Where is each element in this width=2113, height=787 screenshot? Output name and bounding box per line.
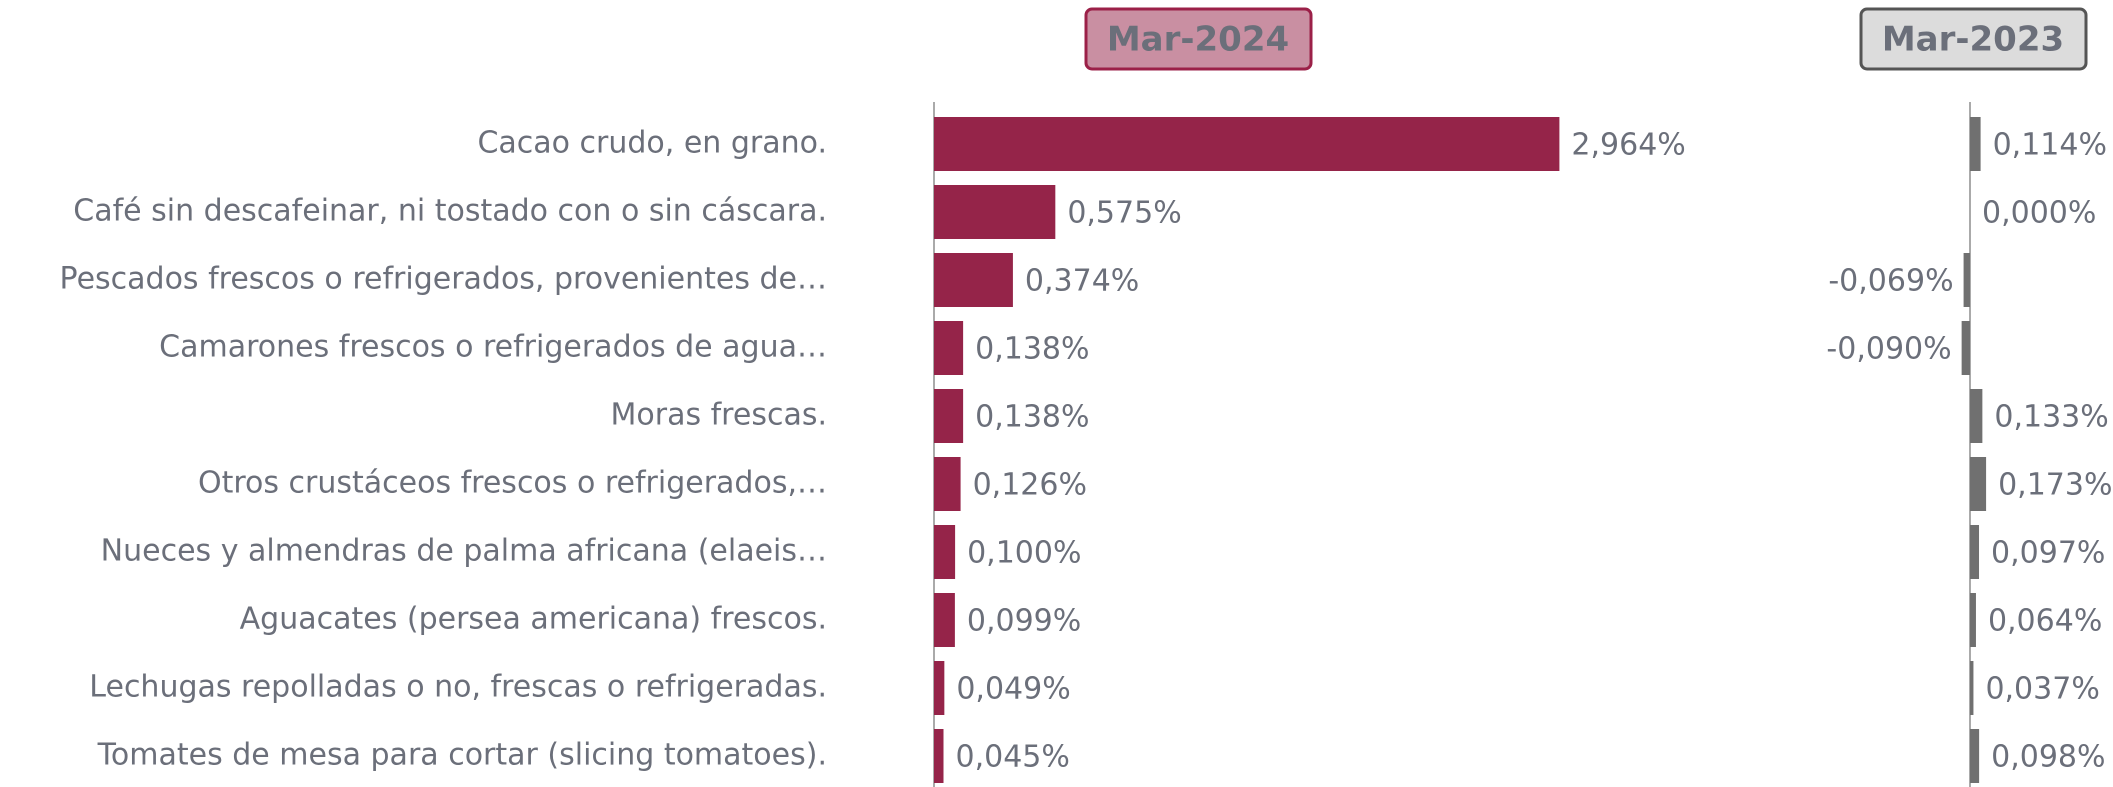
header-box — [1084, 7, 1313, 71]
value-label: 0,049% — [956, 672, 1070, 707]
value-label: 0,064% — [1988, 604, 2102, 639]
bar — [1970, 525, 1980, 579]
value-label: 0,133% — [1994, 400, 2108, 435]
bar — [1970, 117, 1981, 171]
category-label: Otros crustáceos frescos o refrigerados,… — [198, 466, 827, 501]
bar — [1970, 593, 1976, 647]
category-label: Lechugas repolladas o no, frescas o refr… — [89, 670, 827, 705]
chart-title: Mar-2023 — [1882, 20, 2064, 60]
bar — [934, 457, 961, 511]
value-label: 0,126% — [973, 468, 1087, 503]
bar — [1963, 253, 1970, 307]
value-label: 0,114% — [1993, 128, 2107, 163]
bar — [934, 729, 944, 783]
value-label: 2,964% — [1571, 128, 1685, 163]
value-label: 0,000% — [1982, 196, 2096, 231]
value-label: 0,138% — [975, 400, 1089, 435]
bar — [934, 185, 1056, 239]
value-label: 0,097% — [1991, 536, 2105, 571]
value-label: 0,045% — [955, 740, 1069, 775]
chart-title: Mar-2024 — [1107, 20, 1289, 60]
bar — [934, 321, 964, 375]
value-label: 0,099% — [967, 604, 1081, 639]
category-label: Pescados frescos o refrigerados, proveni… — [60, 262, 827, 297]
bar — [934, 253, 1013, 307]
category-label: Aguacates (persea americana) frescos. — [240, 602, 827, 637]
category-label: Moras frescas. — [611, 398, 828, 433]
value-label: 0,374% — [1025, 264, 1139, 299]
category-label: Cacao crudo, en grano. — [477, 126, 827, 161]
bar — [1970, 729, 1980, 783]
value-label: 0,098% — [1991, 740, 2105, 775]
category-label: Camarones frescos o refrigerados de agua… — [159, 330, 827, 365]
value-label: 0,173% — [1998, 468, 2112, 503]
bar — [934, 525, 956, 579]
value-label: 0,575% — [1067, 196, 1181, 231]
value-label: 0,037% — [1985, 672, 2099, 707]
bar — [1970, 457, 1987, 511]
category-label: Nueces y almendras de palma africana (el… — [101, 534, 827, 569]
bar — [934, 389, 964, 443]
category-label: Tomates de mesa para cortar (slicing tom… — [97, 738, 827, 773]
bar — [1970, 661, 1974, 715]
header-box — [1859, 7, 2088, 71]
value-label: 0,138% — [975, 332, 1089, 367]
category-label: Café sin descafeinar, ni tostado con o s… — [73, 194, 827, 229]
value-label: -0,069% — [1828, 264, 1953, 299]
bar — [1970, 389, 1983, 443]
bar — [934, 593, 955, 647]
bar — [1961, 321, 1970, 375]
value-label: 0,100% — [967, 536, 1081, 571]
bar — [934, 661, 945, 715]
bar — [934, 117, 1560, 171]
value-label: -0,090% — [1826, 332, 1951, 367]
